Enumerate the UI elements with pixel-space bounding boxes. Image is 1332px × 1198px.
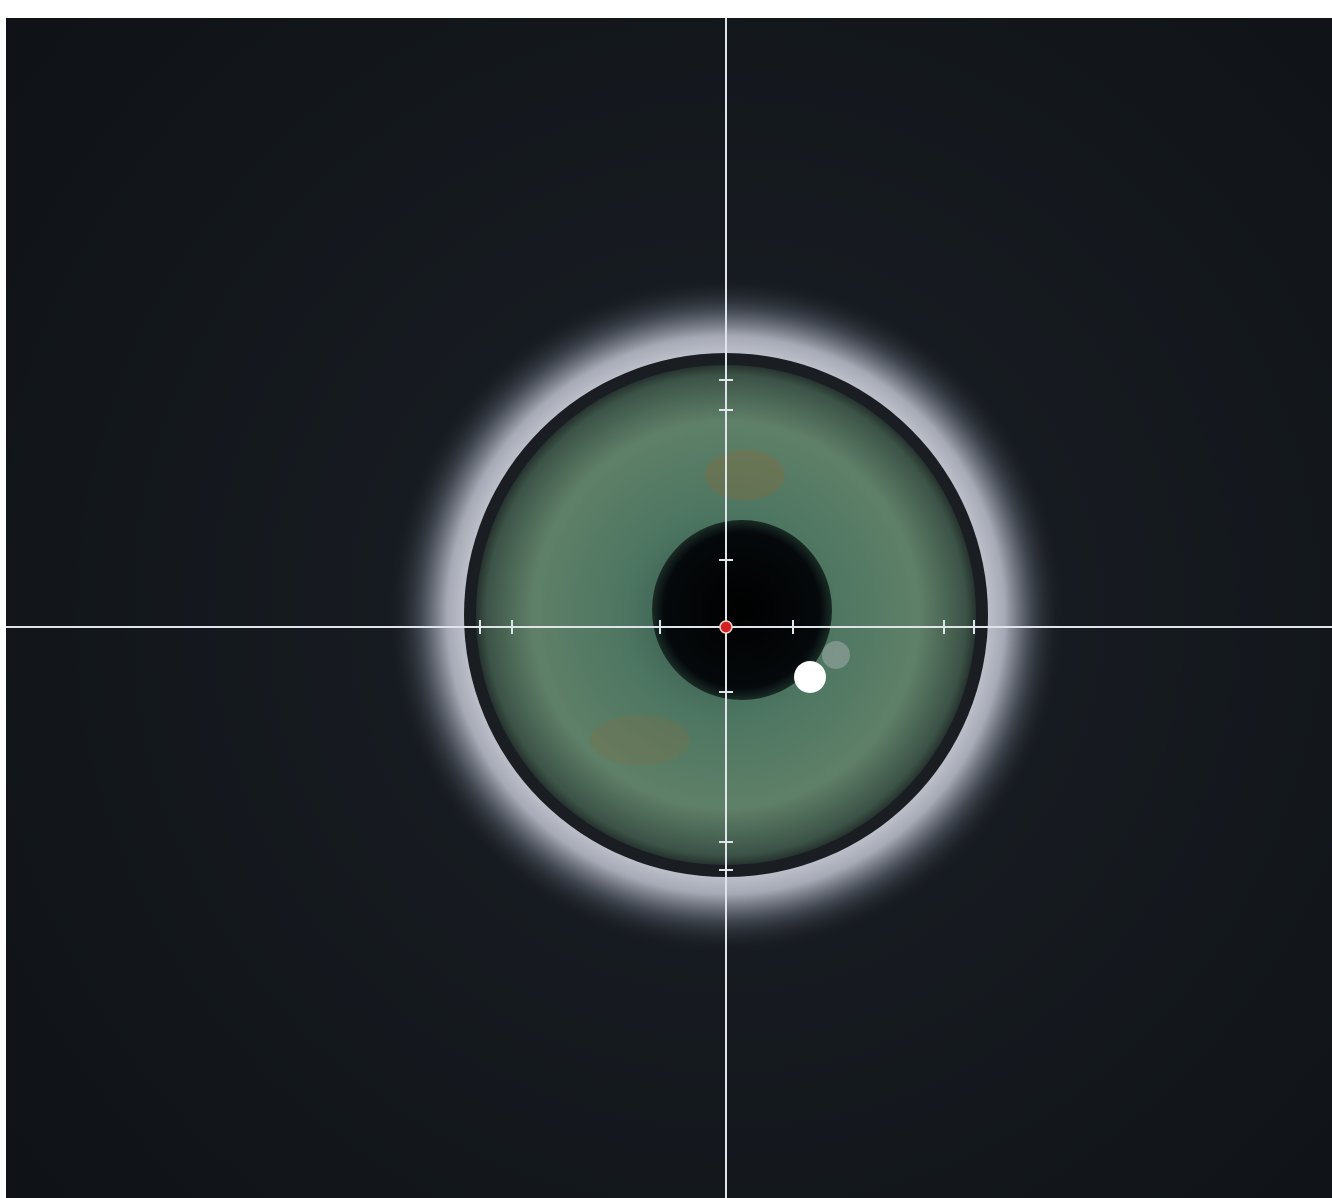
- tick-marks: [479, 379, 975, 871]
- iris-fleck: [705, 450, 785, 500]
- reflection: [822, 641, 850, 669]
- center-dot: [719, 620, 733, 634]
- pupil: [652, 520, 832, 700]
- iris-fleck: [590, 715, 690, 765]
- crosshair: [6, 18, 1332, 1198]
- highlight: [794, 661, 826, 693]
